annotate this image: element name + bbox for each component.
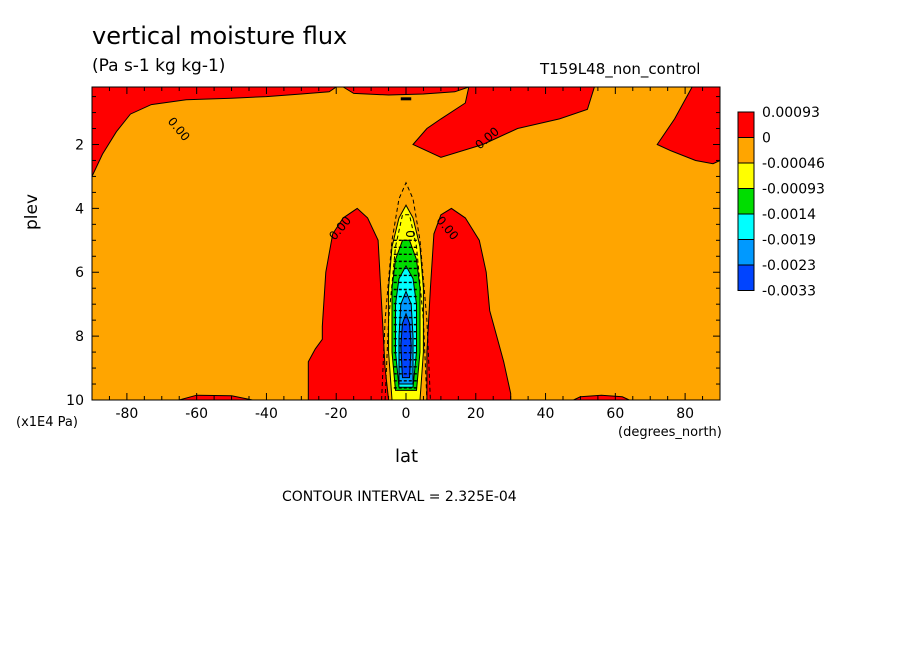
dataset-label: T159L48_non_control (540, 60, 701, 78)
y-tick-label: 8 (75, 329, 84, 345)
colorbar-box (737, 239, 755, 266)
colorbar-box (737, 111, 755, 138)
y-axis-label: plev (22, 193, 42, 230)
x-tick-label: 80 (676, 406, 694, 422)
colorbar-box (737, 137, 755, 164)
contour-lines (381, 97, 431, 401)
colorbar-box (737, 188, 755, 215)
colorbar-label: -0.00093 (762, 182, 825, 198)
dashed-contour-0 (381, 181, 431, 401)
x-tick-label: -80 (115, 406, 138, 422)
x-axis-units: (degrees_north) (618, 425, 722, 440)
colorbar-label: -0.0019 (762, 233, 816, 249)
dashed-contour-1 (384, 214, 428, 401)
colorbar-label: 0.00093 (762, 105, 820, 121)
colorbar-label: -0.0014 (762, 207, 816, 223)
y-tick-label: 6 (75, 265, 84, 281)
y-tick-label: 4 (75, 201, 84, 217)
colorbar-label: -0.0033 (762, 284, 816, 300)
colorbar-label: -0.0023 (762, 258, 816, 274)
colorbar-box (737, 213, 755, 240)
region-left-plume (307, 207, 390, 401)
x-tick-label: 60 (606, 406, 624, 422)
x-tick-label: -20 (325, 406, 348, 422)
region-top-right-a (412, 86, 596, 158)
contour-label-4: 0 (403, 230, 417, 238)
x-tick-label: 40 (537, 406, 555, 422)
colorbar-label: 0 (762, 131, 771, 147)
x-tick-label: 0 (402, 406, 411, 422)
region-right-plume (426, 207, 512, 401)
y-tick-label: 2 (75, 137, 84, 153)
contour-fills (91, 86, 721, 401)
x-axis-label: lat (395, 446, 419, 467)
chart-title: vertical moisture flux (92, 22, 348, 50)
axis-ticks: -80 -60 -40 -20 0 20 40 60 80 2 4 6 8 10 (66, 87, 721, 422)
colorbar: 0.00093 0 -0.00046 -0.00093 -0.0014 -0.0019 -0… (737, 105, 825, 300)
x-tick-label: 20 (467, 406, 485, 422)
x-tick-label: -40 (255, 406, 278, 422)
y-tick-label: 10 (66, 393, 84, 409)
x-tick-label: -60 (185, 406, 208, 422)
y-axis-units: (x1E4 Pa) (16, 415, 78, 430)
region-top-left (91, 86, 338, 177)
units-label: (Pa s-1 kg kg-1) (92, 56, 226, 76)
contour-interval-label: CONTOUR INTERVAL = 2.325E-04 (282, 489, 517, 505)
colorbar-box (737, 264, 755, 291)
colorbar-label: -0.00046 (762, 156, 825, 172)
colorbar-box (737, 162, 755, 189)
